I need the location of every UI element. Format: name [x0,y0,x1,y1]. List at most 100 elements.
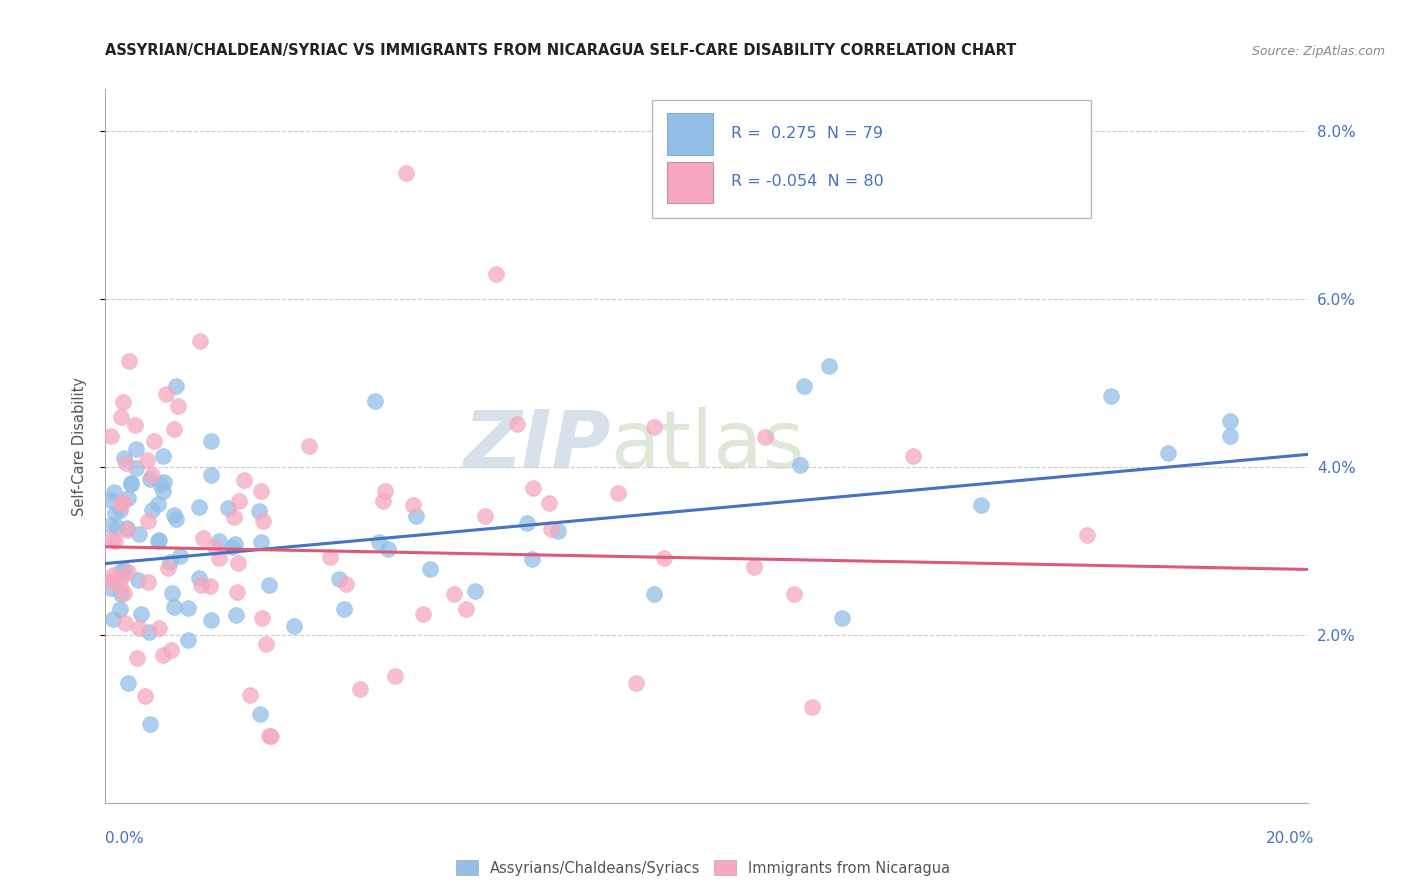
Point [783,587,806,601]
Y-axis label: Self-Care Disability: Self-Care Disability [72,376,87,516]
Point [395,166,418,180]
Point [652,551,675,566]
Point [247,504,270,518]
Point [537,496,560,510]
Text: atlas: atlas [610,407,804,485]
Point [101,533,124,547]
Point [374,483,396,498]
Point [139,472,162,486]
Point [128,527,150,541]
Point [163,422,186,436]
Point [110,602,132,616]
Point [443,587,465,601]
Point [108,502,131,516]
Point [136,452,159,467]
Text: ZIP: ZIP [463,407,610,485]
Point [112,451,135,466]
Point [169,549,191,563]
FancyBboxPatch shape [652,100,1091,218]
Point [970,498,993,512]
Point [190,578,212,592]
Point [333,601,356,615]
Point [547,524,569,538]
Point [101,612,124,626]
Point [143,434,166,448]
Point [103,574,125,589]
Point [146,497,169,511]
Legend: Assyrians/Chaldeans/Syriacs, Immigrants from Nicaragua: Assyrians/Chaldeans/Syriacs, Immigrants … [451,856,955,880]
Point [228,557,250,571]
Point [117,491,139,506]
Point [100,581,122,595]
Point [200,434,222,449]
Point [249,535,271,549]
Point [110,497,132,511]
Point [516,516,538,531]
Point [188,334,211,348]
Point [110,587,132,601]
Point [364,393,387,408]
Point [239,688,262,702]
Point [101,567,124,582]
Point [110,564,132,578]
Point [108,578,131,592]
Point [177,633,200,648]
Point [187,571,209,585]
Point [456,602,478,616]
Point [120,477,142,491]
Point [110,571,132,585]
Point [152,648,174,662]
Point [124,417,146,432]
Point [146,533,169,548]
Point [153,475,176,489]
Point [128,621,150,635]
Point [191,531,214,545]
Point [742,560,765,574]
Point [252,514,274,528]
Point [831,611,853,625]
Point [818,359,841,374]
Text: 0.0%: 0.0% [105,831,145,846]
Point [120,475,142,490]
Point [165,379,187,393]
Point [371,493,394,508]
Point [208,550,231,565]
Point [157,560,180,574]
Point [155,386,177,401]
Point [127,574,149,588]
Point [257,729,280,743]
Point [125,442,148,456]
Point [250,611,273,625]
Point [367,534,389,549]
Point [464,583,486,598]
Point [188,500,211,515]
Point [129,607,152,622]
Point [377,541,399,556]
Point [789,458,811,473]
Point [200,468,222,483]
Point [224,537,246,551]
Point [100,428,122,442]
Point [115,456,138,470]
Point [257,578,280,592]
Point [901,450,924,464]
Text: ASSYRIAN/CHALDEAN/SYRIAC VS IMMIGRANTS FROM NICARAGUA SELF-CARE DISABILITY CORRE: ASSYRIAN/CHALDEAN/SYRIAC VS IMMIGRANTS F… [105,43,1017,58]
Point [110,409,132,424]
Point [103,533,125,548]
Point [250,483,273,498]
Point [162,508,184,523]
Point [138,574,160,589]
Point [104,506,127,520]
Point [100,492,122,507]
Point [111,395,134,409]
FancyBboxPatch shape [666,113,713,155]
Point [117,566,139,580]
Point [160,643,183,657]
Point [148,533,170,548]
Point [117,675,139,690]
Point [115,521,138,535]
Point [222,510,245,524]
Text: 20.0%: 20.0% [1267,831,1315,846]
Point [114,615,136,630]
Text: R =  0.275  N = 79: R = 0.275 N = 79 [731,126,883,141]
